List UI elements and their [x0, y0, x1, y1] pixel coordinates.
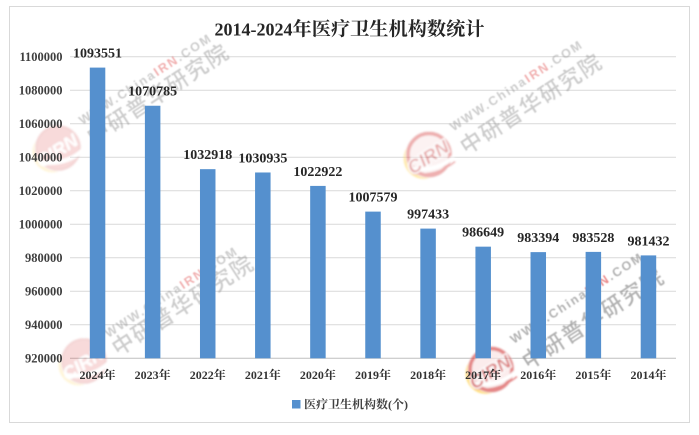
- svg-text:1060000: 1060000: [19, 117, 63, 131]
- svg-text:1007579: 1007579: [349, 191, 398, 206]
- svg-text:1070785: 1070785: [128, 85, 177, 100]
- svg-text:(: (: [388, 398, 392, 412]
- svg-text:2018: 2018: [410, 368, 434, 382]
- svg-text:983394: 983394: [517, 231, 559, 246]
- svg-text:2016: 2016: [520, 368, 544, 382]
- svg-text:1093551: 1093551: [73, 47, 122, 62]
- svg-text:981432: 981432: [627, 234, 669, 249]
- svg-text:2023: 2023: [135, 368, 159, 382]
- svg-text:960000: 960000: [25, 285, 63, 299]
- svg-text:2020: 2020: [300, 368, 324, 382]
- svg-text:2022: 2022: [190, 368, 214, 382]
- svg-text:940000: 940000: [25, 318, 63, 332]
- svg-text:920000: 920000: [25, 352, 63, 366]
- svg-text:1000000: 1000000: [19, 218, 63, 232]
- svg-text:997433: 997433: [407, 208, 449, 223]
- svg-text:1020000: 1020000: [19, 184, 63, 198]
- svg-text:2024: 2024: [80, 368, 104, 382]
- svg-text:1022922: 1022922: [293, 165, 342, 180]
- svg-text:2014: 2014: [630, 368, 654, 382]
- svg-text:980000: 980000: [25, 251, 63, 265]
- svg-text:983528: 983528: [572, 231, 614, 246]
- svg-text:): ): [404, 398, 408, 412]
- svg-text:2021: 2021: [245, 368, 269, 382]
- svg-text:1030935: 1030935: [238, 151, 287, 166]
- svg-text:2019: 2019: [355, 368, 379, 382]
- svg-text:2017: 2017: [465, 368, 489, 382]
- svg-text:2015: 2015: [575, 368, 599, 382]
- svg-text:1080000: 1080000: [19, 84, 63, 98]
- svg-text:2014-2024: 2014-2024: [215, 20, 293, 40]
- svg-text:1040000: 1040000: [19, 151, 63, 165]
- svg-text:1100000: 1100000: [19, 50, 62, 64]
- svg-text:986649: 986649: [462, 226, 504, 241]
- svg-text:1032918: 1032918: [183, 148, 232, 163]
